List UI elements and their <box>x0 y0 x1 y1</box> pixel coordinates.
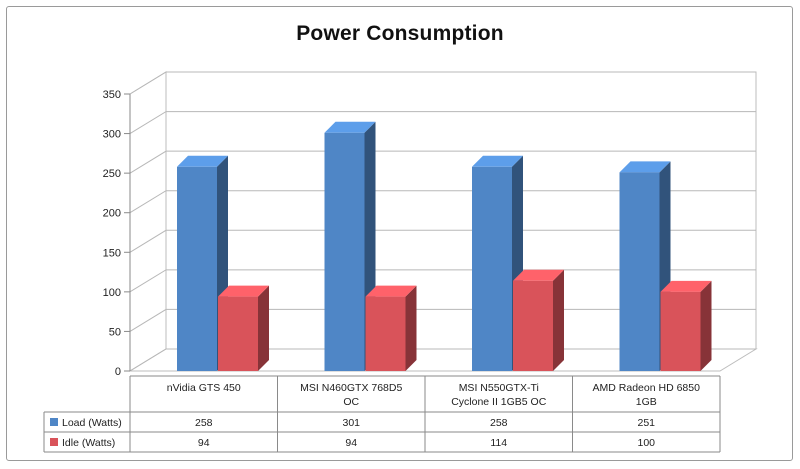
y-tick-label: 200 <box>103 208 121 220</box>
bar <box>365 296 406 371</box>
gridline <box>129 150 756 174</box>
side-wall <box>129 71 167 372</box>
bar <box>660 291 701 371</box>
legend-label: Idle (Watts) <box>62 437 115 449</box>
data-label: 100 <box>637 437 655 449</box>
y-axis-ticks: 0 50 100 150 200 250 300 350 <box>103 89 121 378</box>
y-tick-label: 50 <box>109 326 121 338</box>
gridline <box>129 71 756 95</box>
data-label: 301 <box>342 417 360 429</box>
bar-side <box>553 269 564 371</box>
bar <box>218 296 258 371</box>
y-tick-label: 350 <box>103 89 121 101</box>
legend-swatch <box>50 438 58 446</box>
y-tick-label: 300 <box>103 129 121 141</box>
y-tick-label: 250 <box>103 168 121 180</box>
bar-top <box>177 155 228 167</box>
data-label: 94 <box>198 437 210 449</box>
bar-side <box>258 285 269 371</box>
gridline <box>129 111 756 134</box>
chart-title: Power Consumption <box>296 22 504 45</box>
data-label: 94 <box>345 437 357 449</box>
category-label: 1GB <box>636 396 657 408</box>
bar-side <box>700 280 712 371</box>
bar-top <box>660 280 712 292</box>
y-tick-label: 150 <box>103 247 121 259</box>
bar-top <box>619 161 671 173</box>
category-label: AMD Radeon HD 6850 <box>593 382 701 394</box>
bar <box>619 172 660 371</box>
bar-top <box>472 155 523 167</box>
bars <box>177 121 712 371</box>
category-label: nVidia GTS 450 <box>167 382 241 394</box>
bar-top <box>513 269 564 281</box>
gridlines <box>124 71 756 372</box>
bar <box>177 166 217 371</box>
y-tick-label: 0 <box>115 366 121 378</box>
legend-label: Load (Watts) <box>62 417 122 429</box>
data-label: 258 <box>490 417 508 429</box>
bar-top <box>218 285 269 297</box>
data-label: 114 <box>490 437 507 449</box>
category-label: OC <box>343 396 359 408</box>
gridline <box>129 229 756 253</box>
bar-top <box>324 121 376 133</box>
data-table: nVidia GTS 450 MSI N460GTX 768D5 OC MSI N55… <box>43 375 721 453</box>
category-label: Cyclone II 1GB5 OC <box>451 396 547 408</box>
data-label: 251 <box>637 417 655 429</box>
gridline <box>129 190 756 214</box>
bar <box>324 132 365 371</box>
bar-side <box>405 285 417 371</box>
bar <box>472 166 512 371</box>
category-label: MSI N460GTX 768D5 <box>300 382 402 394</box>
bar-top <box>365 285 417 297</box>
y-tick-label: 100 <box>103 287 121 299</box>
category-label: MSI N550GTX-Ti <box>459 382 539 394</box>
data-label: 258 <box>195 417 213 429</box>
legend-swatch <box>50 418 58 426</box>
bar <box>513 280 553 371</box>
